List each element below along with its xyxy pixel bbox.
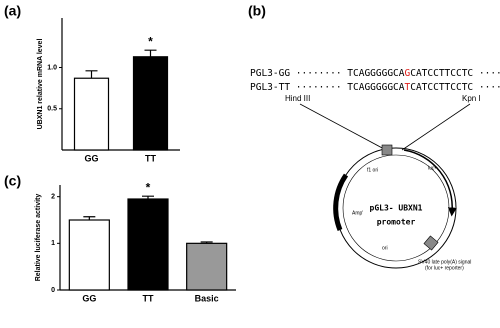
significance: * (148, 34, 153, 48)
error-bar (85, 70, 98, 79)
signal-box (423, 235, 439, 251)
panel-label: (c) (4, 173, 21, 189)
dots: ········ (296, 68, 342, 79)
snp: T (404, 82, 410, 93)
significance: * (146, 180, 151, 194)
feature: ori (382, 245, 388, 251)
feature: Amp' (352, 210, 363, 216)
seq-part: CATCCTTCCTC (410, 68, 473, 79)
error-bar (200, 241, 213, 244)
y-tick-label: 1 (51, 240, 55, 247)
error-bar (144, 49, 157, 57)
feature: luc+ (428, 165, 437, 171)
seq-part: TCAGGGGGCA (347, 68, 404, 79)
site: Kpn I (462, 94, 481, 103)
amp-gene (333, 173, 349, 231)
insert-box (381, 144, 393, 156)
dots: ········ (296, 82, 342, 93)
y-tick-label: 0.5 (47, 106, 57, 113)
error-bar (83, 216, 96, 220)
bar (132, 56, 169, 151)
x-tick-label: TT (143, 293, 154, 303)
x-tick-label: Basic (195, 293, 219, 303)
connector (401, 103, 471, 151)
y-tick-label: 1.0 (47, 64, 57, 71)
y-axis-label: Relative luciferase activity (35, 194, 42, 282)
seq-part: TCAGGGGGCA (347, 82, 404, 93)
y-tick-label: 2 (51, 194, 55, 201)
plasmid-diagram: (b) PGL3-GG ········ TCAGGGGGCAGCATCCTTC… (248, 3, 500, 272)
bar (68, 219, 110, 291)
x-tick-label: GG (82, 293, 96, 303)
dots: ······ (479, 68, 500, 79)
y-tick-label: 0 (51, 287, 55, 294)
site: Hind III (285, 94, 310, 103)
x-tick-label: TT (145, 153, 156, 163)
panel-label: (b) (248, 3, 266, 19)
luc-arrow (403, 149, 457, 217)
connector (299, 103, 387, 151)
panel-label: (a) (4, 3, 21, 19)
x-tick-label: GG (84, 153, 98, 163)
feature: (for luc+ reporter) (425, 265, 464, 271)
snp: G (404, 68, 410, 79)
bar (127, 198, 169, 291)
feature: f1 ori (367, 167, 378, 173)
bar (186, 242, 228, 291)
bar (73, 77, 110, 151)
sequence: PGL3-GG ········ TCAGGGGGCAGCATCCTTCCTC … (250, 68, 500, 79)
seq-part: CATCCTTCCTC (410, 82, 473, 93)
construct-name: PGL3-GG (250, 68, 290, 79)
y-axis-label: UBXN1 relative mRNA level (37, 39, 44, 130)
error-bar (142, 195, 154, 199)
feature: SV40 late poly(A) signal (418, 259, 471, 265)
insert-name: promoter (377, 218, 416, 227)
sequence: PGL3-TT ········ TCAGGGGGCATCATCCTTCCTC … (250, 82, 500, 93)
dots: ······ (479, 82, 500, 93)
plasmid-name: pGL3- UBXN1 (370, 204, 423, 213)
construct-name: PGL3-TT (250, 82, 290, 93)
